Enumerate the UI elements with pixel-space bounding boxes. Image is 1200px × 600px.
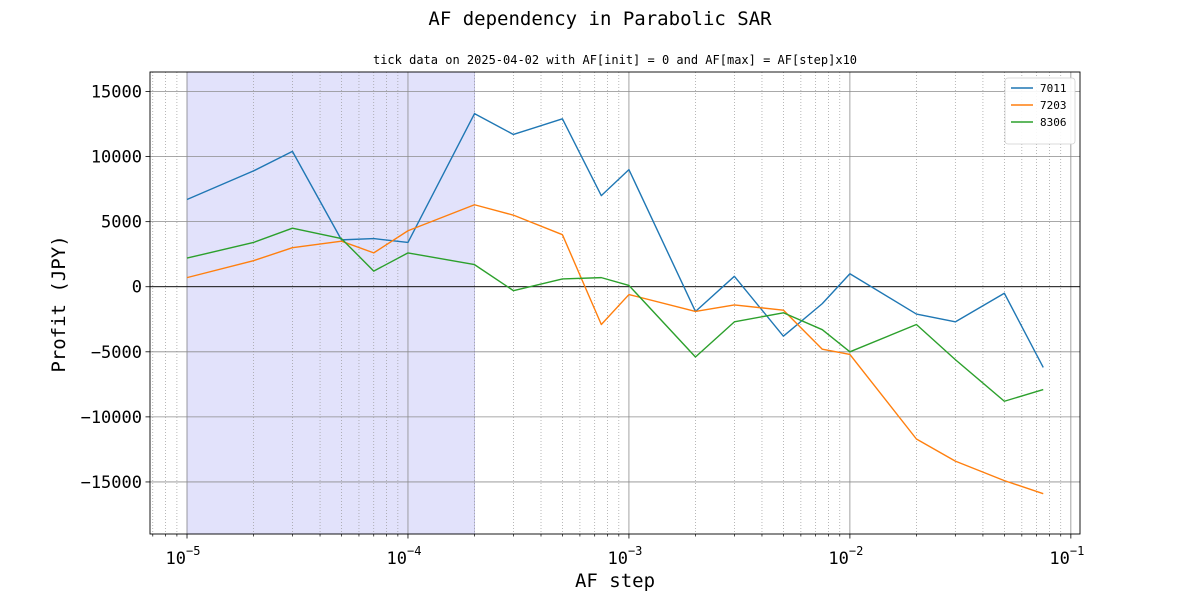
- legend-box: [1004, 77, 1076, 145]
- legend: 7011 7203 8306: [1004, 77, 1076, 145]
- x-tick-label: 10−4: [387, 544, 422, 569]
- legend-label-7203: 7203: [1040, 99, 1067, 112]
- y-tick-label: 0: [132, 278, 142, 298]
- chart-title: AF dependency in Parabolic SAR: [428, 8, 772, 30]
- y-tick-label: −10000: [81, 408, 142, 428]
- x-tick-label: 10−2: [828, 544, 863, 569]
- x-tick-label: 10−1: [1049, 544, 1084, 569]
- axes-frame: [149, 71, 1081, 535]
- y-tick-label: −15000: [81, 473, 142, 493]
- series-line-8306: [186, 227, 1044, 402]
- x-tick-label: 10−3: [607, 544, 642, 569]
- legend-label-7011: 7011: [1040, 82, 1067, 95]
- chart-subtitle: tick data on 2025-04-02 with AF[init] = …: [373, 53, 857, 67]
- shaded-region: [186, 71, 475, 535]
- y-tick-label: 5000: [101, 213, 142, 233]
- x-tick-label: 10−5: [166, 544, 201, 569]
- series-line-7011: [186, 112, 1044, 368]
- legend-label-8306: 8306: [1040, 116, 1067, 129]
- y-axis-label: Profit (JPY): [48, 235, 70, 372]
- x-axis-label: AF step: [575, 570, 655, 592]
- plot-area: 10−5 10−4 10−3 10−2 10−1 15000 10000 5000 0 −5000…: [81, 71, 1084, 569]
- y-tick-label: 15000: [91, 83, 142, 103]
- y-tick-label: 10000: [91, 148, 142, 168]
- y-tick-label: −5000: [91, 343, 142, 363]
